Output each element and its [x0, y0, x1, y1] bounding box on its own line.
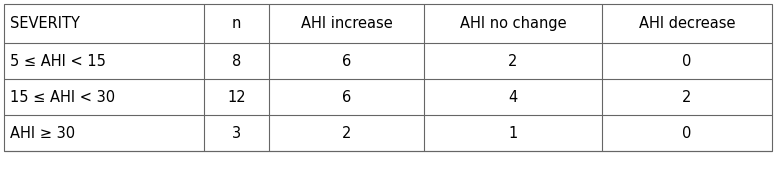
- Text: 2: 2: [341, 126, 352, 141]
- Text: 12: 12: [227, 89, 246, 104]
- Text: 3: 3: [232, 126, 241, 141]
- Text: 0: 0: [682, 126, 691, 141]
- Text: 6: 6: [342, 53, 351, 68]
- Text: 1: 1: [508, 126, 518, 141]
- Text: 0: 0: [682, 53, 691, 68]
- Text: 2: 2: [682, 89, 691, 104]
- Text: AHI increase: AHI increase: [300, 16, 393, 31]
- Bar: [4, 4, 772, 151]
- Text: 4: 4: [508, 89, 518, 104]
- Text: 8: 8: [232, 53, 241, 68]
- Text: n: n: [232, 16, 241, 31]
- Text: AHI ≥ 30: AHI ≥ 30: [10, 126, 75, 141]
- Text: 6: 6: [342, 89, 351, 104]
- Text: 5 ≤ AHI < 15: 5 ≤ AHI < 15: [10, 53, 106, 68]
- Text: 15 ≤ AHI < 30: 15 ≤ AHI < 30: [10, 89, 115, 104]
- Text: AHI no change: AHI no change: [459, 16, 566, 31]
- Text: SEVERITY: SEVERITY: [10, 16, 80, 31]
- Text: AHI decrease: AHI decrease: [639, 16, 735, 31]
- Text: 2: 2: [508, 53, 518, 68]
